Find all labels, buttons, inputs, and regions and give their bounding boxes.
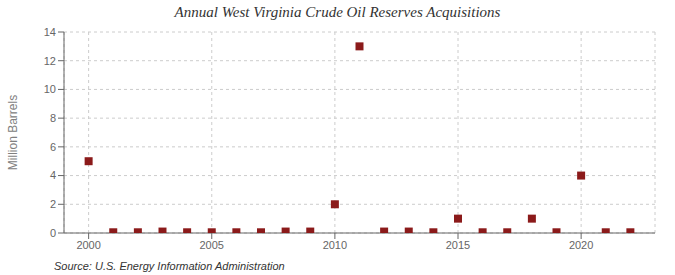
svg-text:12: 12 <box>44 55 56 67</box>
svg-text:2000: 2000 <box>76 239 100 251</box>
svg-text:2005: 2005 <box>200 239 224 251</box>
html-text:Source: U.S. Energy Informatio: Source: U.S. Energy Information Administ… <box>54 260 285 272</box>
svg-text:2010: 2010 <box>323 239 347 251</box>
svg-text:2: 2 <box>50 198 56 210</box>
svg-text:8: 8 <box>50 112 56 124</box>
svg-text:10: 10 <box>44 83 56 95</box>
svg-text:6: 6 <box>50 141 56 153</box>
svg-text:2015: 2015 <box>446 239 470 251</box>
svg-text:14: 14 <box>44 26 56 38</box>
svg-text:0: 0 <box>50 227 56 239</box>
svg-text:Million Barrels: Million Barrels <box>8 95 20 170</box>
svg-text:4: 4 <box>50 169 56 181</box>
html-text:Annual West Virginia Crude Oil: Annual West Virginia Crude Oil Reserves … <box>174 4 501 20</box>
svg-text:2020: 2020 <box>569 239 593 251</box>
